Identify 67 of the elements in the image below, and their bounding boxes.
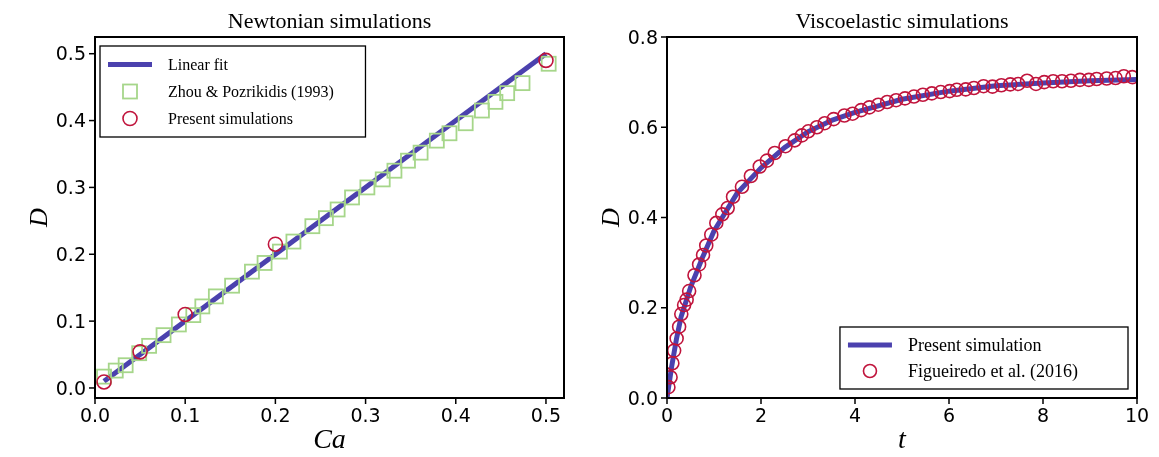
x-tick-label: 0.1 — [170, 404, 201, 426]
point — [194, 298, 211, 315]
legend-label: Present simulation — [907, 335, 1042, 356]
point — [107, 362, 124, 379]
y-tick-label: 0.6 — [627, 115, 658, 138]
y-tick-label: 0.3 — [55, 176, 86, 199]
point — [317, 210, 334, 227]
y-tick-label: 0.4 — [627, 206, 658, 229]
x-axis-title: t — [898, 423, 908, 454]
x-tick-label: 0.0 — [79, 404, 111, 426]
legend-label: Figueiredo et al. (2016) — [907, 361, 1078, 383]
point — [271, 243, 288, 260]
point — [400, 152, 416, 169]
x-tick-label: 0.5 — [530, 404, 562, 426]
point — [177, 306, 193, 323]
point — [155, 327, 172, 344]
y-tick-label: 0.2 — [55, 242, 86, 265]
chart-title: Viscoelastic simulations — [795, 8, 1009, 33]
legend-label: Linear fit — [168, 56, 229, 74]
y-axis-title: D — [24, 207, 53, 228]
point — [359, 179, 376, 196]
y-tick-label: 0.5 — [55, 42, 86, 65]
y-tick-label: 0.1 — [55, 309, 86, 332]
point — [499, 85, 516, 102]
point — [412, 144, 429, 161]
point — [285, 233, 302, 250]
point — [244, 263, 260, 280]
point — [474, 102, 490, 119]
point — [141, 337, 158, 354]
point — [428, 132, 445, 149]
x-axis-title: Ca — [313, 423, 346, 454]
point — [441, 125, 458, 142]
point — [386, 162, 403, 179]
x-tick-label: 2 — [754, 404, 768, 426]
point — [487, 93, 504, 110]
y-axis-title: D — [596, 207, 625, 228]
y-tick-label: 0.0 — [627, 386, 658, 409]
x-tick-label: 0.4 — [440, 404, 471, 426]
y-tick-label: 0.2 — [627, 296, 658, 319]
point — [457, 115, 474, 132]
point — [117, 357, 134, 374]
legend-label: Present simulations — [168, 110, 293, 128]
point — [374, 171, 391, 188]
point — [344, 189, 360, 206]
point — [207, 288, 224, 305]
point — [267, 236, 284, 253]
point — [170, 316, 187, 333]
legend-label: Zhou & Pozrikidis (1993) — [168, 83, 334, 102]
point — [96, 368, 112, 385]
x-tick-label: 4 — [848, 404, 862, 426]
point — [329, 201, 346, 218]
point — [224, 277, 240, 294]
x-tick-label: 10 — [1124, 404, 1150, 426]
y-tick-label: 0.8 — [627, 25, 658, 48]
point — [514, 75, 531, 92]
chart-title: Newtonian simulations — [227, 8, 432, 33]
x-tick-label: 0 — [660, 404, 674, 426]
x-tick-label: 8 — [1036, 404, 1050, 426]
point — [304, 218, 321, 235]
point — [185, 307, 202, 323]
point — [96, 374, 112, 390]
x-tick-label: 0.2 — [260, 404, 291, 426]
x-tick-label: 6 — [942, 404, 956, 426]
y-tick-label: 0.0 — [55, 376, 86, 399]
point — [256, 255, 273, 271]
x-tick-label: 0.3 — [350, 404, 381, 426]
y-tick-label: 0.4 — [55, 109, 86, 132]
